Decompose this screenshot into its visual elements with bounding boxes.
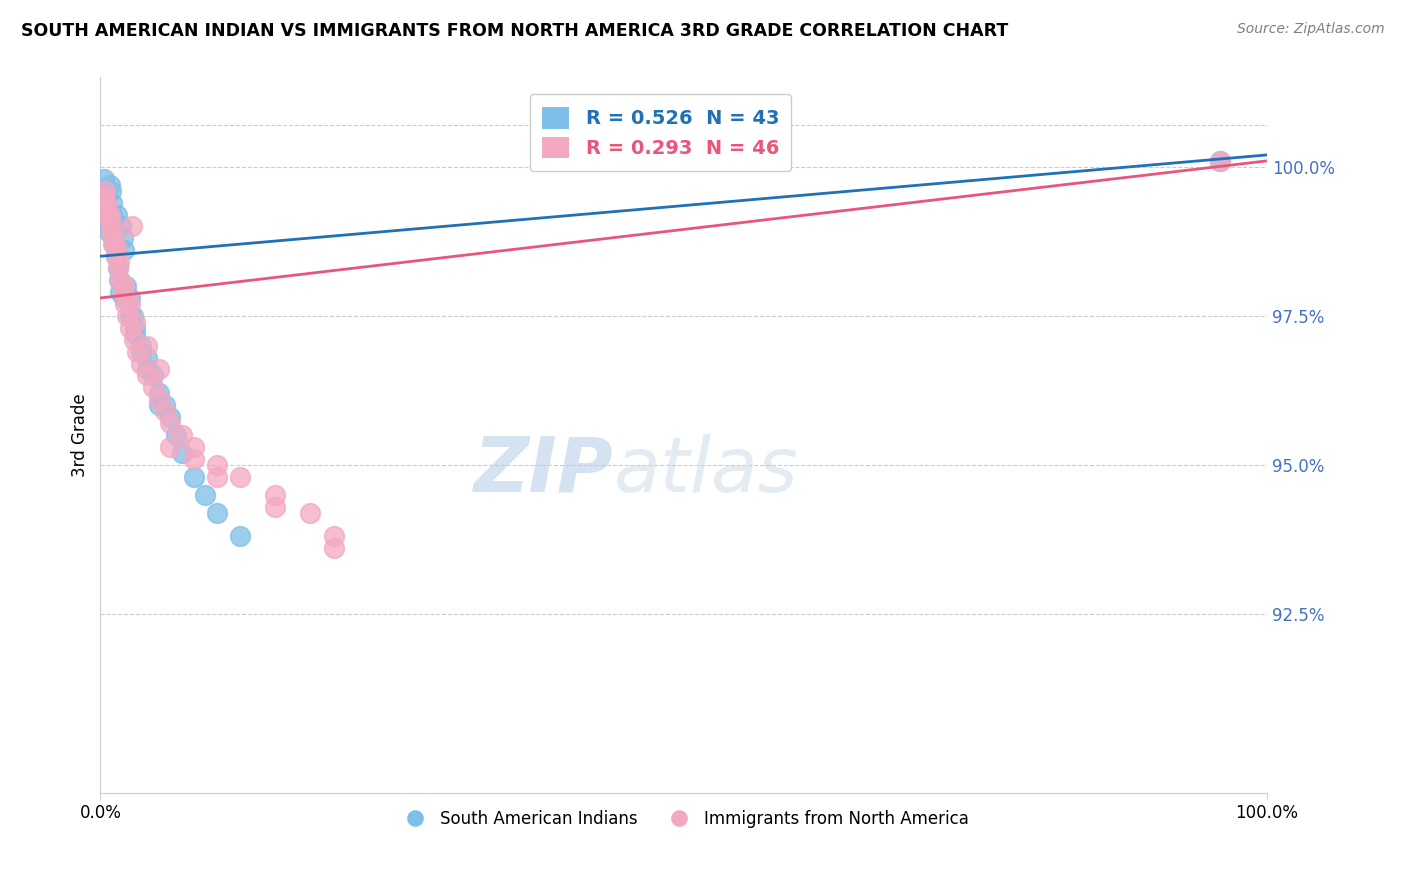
Point — [105, 207, 128, 221]
Point — [94, 189, 117, 203]
Point — [153, 398, 176, 412]
Point — [205, 458, 228, 472]
Point — [101, 195, 124, 210]
Point — [170, 446, 193, 460]
Point — [229, 469, 252, 483]
Point — [148, 386, 170, 401]
Point — [205, 469, 228, 483]
Point — [148, 398, 170, 412]
Point — [107, 261, 129, 276]
Point — [103, 231, 125, 245]
Point — [115, 309, 138, 323]
Point — [194, 488, 217, 502]
Point — [124, 320, 146, 334]
Point — [159, 440, 181, 454]
Point — [104, 249, 127, 263]
Point — [322, 529, 344, 543]
Point — [142, 380, 165, 394]
Point — [129, 338, 152, 352]
Text: ZIP: ZIP — [474, 434, 613, 508]
Point — [136, 351, 159, 365]
Point — [122, 309, 145, 323]
Point — [229, 529, 252, 543]
Point — [94, 184, 117, 198]
Point — [183, 451, 205, 466]
Point — [118, 291, 141, 305]
Point — [98, 178, 121, 192]
Point — [101, 207, 124, 221]
Text: atlas: atlas — [613, 434, 799, 508]
Point — [121, 219, 143, 234]
Point — [97, 226, 120, 240]
Text: SOUTH AMERICAN INDIAN VS IMMIGRANTS FROM NORTH AMERICA 3RD GRADE CORRELATION CHA: SOUTH AMERICAN INDIAN VS IMMIGRANTS FROM… — [21, 22, 1008, 40]
Point — [104, 249, 127, 263]
Point — [129, 357, 152, 371]
Point — [129, 344, 152, 359]
Point — [183, 440, 205, 454]
Point — [136, 362, 159, 376]
Point — [103, 237, 125, 252]
Point — [322, 541, 344, 556]
Point — [159, 410, 181, 425]
Point — [264, 500, 287, 514]
Point — [103, 237, 125, 252]
Point — [108, 255, 131, 269]
Point — [124, 326, 146, 341]
Point — [103, 219, 125, 234]
Point — [96, 202, 118, 216]
Point — [108, 273, 131, 287]
Point — [96, 195, 118, 210]
Point — [111, 231, 134, 245]
Point — [159, 416, 181, 430]
Point — [264, 488, 287, 502]
Point — [101, 219, 124, 234]
Point — [114, 297, 136, 311]
Y-axis label: 3rd Grade: 3rd Grade — [72, 393, 89, 477]
Point — [110, 219, 132, 234]
Point — [96, 213, 118, 227]
Point — [112, 244, 135, 258]
Point — [96, 202, 118, 216]
Point — [112, 291, 135, 305]
Point — [136, 338, 159, 352]
Point — [125, 344, 148, 359]
Point — [165, 428, 187, 442]
Point — [299, 506, 322, 520]
Point — [107, 261, 129, 276]
Point — [112, 279, 135, 293]
Point — [153, 404, 176, 418]
Point — [108, 285, 131, 299]
Point — [142, 368, 165, 383]
Point — [108, 273, 131, 287]
Point — [93, 171, 115, 186]
Point — [100, 226, 122, 240]
Point — [115, 279, 138, 293]
Point — [122, 333, 145, 347]
Point — [205, 506, 228, 520]
Point — [183, 469, 205, 483]
Point — [105, 244, 128, 258]
Point — [1209, 153, 1232, 168]
Point — [148, 362, 170, 376]
Point — [1209, 153, 1232, 168]
Point — [100, 184, 122, 198]
Point — [124, 315, 146, 329]
Text: Source: ZipAtlas.com: Source: ZipAtlas.com — [1237, 22, 1385, 37]
Legend: South American Indians, Immigrants from North America: South American Indians, Immigrants from … — [391, 803, 976, 834]
Point — [136, 368, 159, 383]
Point — [118, 309, 141, 323]
Point — [98, 207, 121, 221]
Point — [148, 392, 170, 407]
Point — [96, 189, 118, 203]
Point — [118, 320, 141, 334]
Point — [118, 297, 141, 311]
Point — [97, 213, 120, 227]
Point — [170, 428, 193, 442]
Point — [111, 285, 134, 299]
Point — [93, 189, 115, 203]
